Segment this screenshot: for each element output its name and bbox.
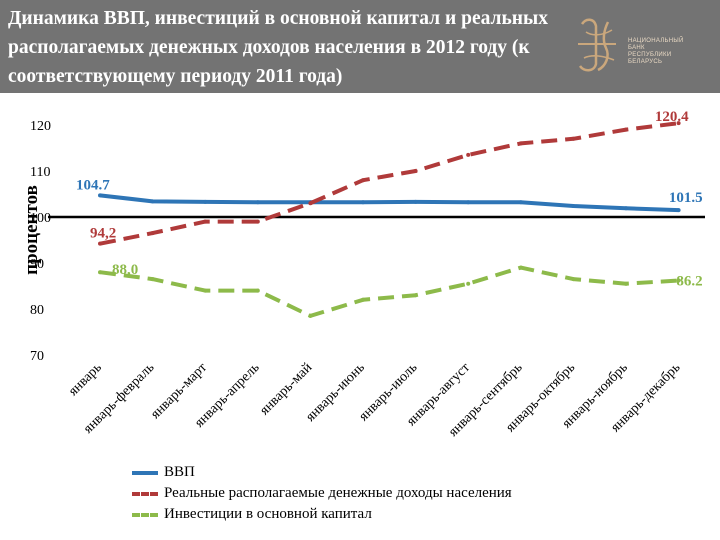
data-point xyxy=(518,200,523,205)
page-title: Динамика ВВП, инвестиций в основной капи… xyxy=(8,8,548,87)
y-tick-label: 70 xyxy=(30,349,44,364)
data-point xyxy=(518,141,523,146)
data-point xyxy=(98,241,102,246)
legend-label: Реальные располагаемые денежные доходы н… xyxy=(164,485,512,501)
data-label: 86.2 xyxy=(676,273,702,289)
y-tick-label: 90 xyxy=(30,257,44,272)
data-point xyxy=(676,278,681,283)
data-point xyxy=(203,219,208,224)
data-point xyxy=(413,293,418,298)
legend: ВВП Реальные располагаемые денежные дохо… xyxy=(132,462,512,525)
legend-swatch xyxy=(132,512,158,517)
data-label: 94,2 xyxy=(90,226,116,242)
data-point xyxy=(624,206,628,211)
legend-label: Инвестиции в основной капитал xyxy=(164,506,372,522)
data-point xyxy=(466,200,471,205)
data-point xyxy=(150,199,155,204)
data-point xyxy=(571,203,576,208)
data-point xyxy=(413,199,418,204)
data-point xyxy=(413,169,418,173)
legend-item-investment: Инвестиции в основной капитал xyxy=(132,504,512,525)
data-point xyxy=(203,288,208,293)
data-point xyxy=(150,277,155,282)
logo-line: БЕЛАРУСЬ xyxy=(628,59,663,65)
series-line xyxy=(99,121,679,246)
data-label: 88,0 xyxy=(112,262,138,278)
data-point xyxy=(255,200,260,205)
data-point xyxy=(571,277,576,282)
y-tick-label: 100 xyxy=(30,211,51,226)
legend-item-gdp: ВВП xyxy=(132,462,512,483)
y-tick-label: 120 xyxy=(30,119,51,134)
data-point xyxy=(466,281,471,286)
data-point xyxy=(308,201,313,206)
data-point xyxy=(361,178,365,183)
y-tick-label: 80 xyxy=(30,303,44,318)
series-line xyxy=(99,193,679,213)
logo-line: БАНК xyxy=(628,45,645,51)
data-point xyxy=(624,127,628,132)
data-point xyxy=(571,136,576,141)
data-point xyxy=(98,270,102,275)
title-banner: Динамика ВВП, инвестиций в основной капи… xyxy=(0,0,720,93)
data-point xyxy=(255,219,260,224)
data-point xyxy=(466,152,471,157)
legend-label: ВВП xyxy=(164,464,195,480)
data-point xyxy=(361,297,365,302)
data-point xyxy=(518,265,523,270)
logo-line: НАЦИОНАЛЬНЫЙ xyxy=(628,38,684,44)
data-label: 104.7 xyxy=(76,177,110,193)
bank-logo-text: НАЦИОНАЛЬНЫЙ БАНК РЕСПУБЛИКИ БЕЛАРУСЬ xyxy=(628,38,708,66)
data-point xyxy=(676,121,681,126)
x-tick-label: январь xyxy=(66,360,105,399)
data-point xyxy=(624,281,628,286)
data-point xyxy=(203,199,208,204)
bank-logo-icon xyxy=(578,18,616,72)
data-point xyxy=(255,288,260,293)
y-tick-label: 110 xyxy=(30,165,50,180)
data-point xyxy=(676,208,681,213)
series-line xyxy=(99,265,679,318)
line-chart: 708090100110120январьянварь-февральянвар… xyxy=(30,109,705,440)
legend-swatch xyxy=(132,470,158,475)
y-axis-title: процентов xyxy=(21,185,42,275)
data-point xyxy=(361,200,365,205)
data-label: 101.5 xyxy=(669,190,703,206)
legend-item-income: Реальные располагаемые денежные доходы н… xyxy=(132,483,512,504)
logo-line: РЕСПУБЛИКИ xyxy=(628,52,672,58)
data-point xyxy=(150,231,155,236)
data-point xyxy=(98,193,102,198)
data-point xyxy=(308,313,313,318)
data-label: 120.4 xyxy=(655,109,689,125)
legend-swatch xyxy=(132,491,158,496)
